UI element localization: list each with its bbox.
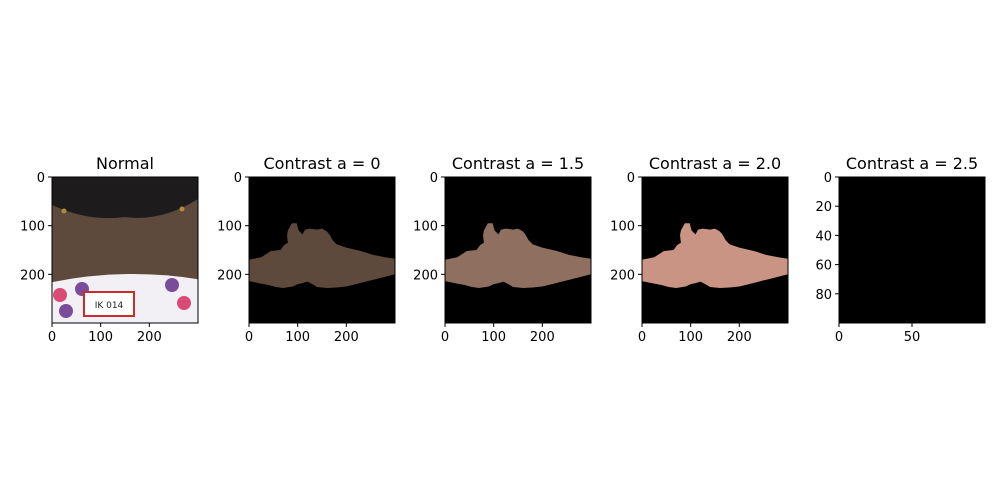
y-tick-label: 0	[824, 171, 832, 186]
subplot-5: Contrast a = 2.5 0 50 0 20 40 60 80	[815, 154, 986, 345]
x-tick-label: 0	[441, 330, 449, 345]
garment-pattern	[165, 278, 179, 292]
segmented-skin	[445, 223, 591, 288]
y-tick-label: 200	[413, 268, 438, 283]
x-tick-label: 0	[638, 330, 646, 345]
x-tick-label: 100	[678, 330, 703, 345]
y-tick-label: 200	[20, 268, 45, 283]
subplot-image	[249, 177, 395, 323]
x-tick-label: 50	[904, 330, 921, 345]
subplot-title: Contrast a = 1.5	[452, 154, 584, 173]
y-tick-label: 0	[430, 171, 438, 186]
garment-tag	[83, 291, 135, 317]
y-tick-label: 0	[37, 171, 45, 186]
garment-pattern	[53, 288, 67, 302]
segmented-skin	[642, 223, 788, 288]
subplot-title: Normal	[96, 154, 154, 173]
y-tick-label: 100	[217, 220, 242, 235]
x-tick-label: 100	[481, 330, 506, 345]
y-tick-label: 200	[610, 268, 635, 283]
garment-pattern	[177, 296, 191, 310]
y-tick-label: 40	[815, 229, 832, 244]
x-tick-label: 0	[835, 330, 843, 345]
subplot-1: Normal IK 014 0 100 200 0 100 200	[20, 154, 199, 345]
y-tick-label: 0	[234, 171, 242, 186]
hair-region	[52, 177, 198, 219]
subplot-image	[642, 177, 788, 323]
subplot-2: Contrast a = 0 0 100 200 0 100 200	[217, 154, 396, 345]
subplot-title: Contrast a = 0	[263, 154, 380, 173]
y-tick-label: 100	[413, 220, 438, 235]
y-tick-label: 0	[627, 171, 635, 186]
x-tick-label: 0	[245, 330, 253, 345]
y-tick-label: 100	[610, 220, 635, 235]
subplot-image: IK 014	[52, 177, 198, 323]
subplot-title: Contrast a = 2.5	[846, 154, 978, 173]
axes-frame	[641, 176, 789, 324]
y-tick-label: 20	[815, 200, 832, 215]
y-tick-label: 60	[815, 259, 832, 274]
axes-frame	[51, 176, 199, 324]
earring	[61, 208, 67, 214]
subplot-image	[839, 177, 985, 323]
subplot-title: Contrast a = 2.0	[649, 154, 781, 173]
x-tick-label: 200	[334, 330, 359, 345]
y-tick-label: 100	[20, 220, 45, 235]
x-tick-label: 100	[285, 330, 310, 345]
x-tick-label: 0	[48, 330, 56, 345]
segmented-skin	[249, 223, 395, 288]
x-tick-label: 200	[727, 330, 752, 345]
subplot-3: Contrast a = 1.5 0 100 200 0 100 200	[413, 154, 592, 345]
earring	[179, 206, 185, 212]
subplot-4: Contrast a = 2.0 0 100 200 0 100 200	[610, 154, 789, 345]
subplot-image	[445, 177, 591, 323]
y-tick-label: 200	[217, 268, 242, 283]
axes-frame	[248, 176, 396, 324]
x-tick-label: 100	[88, 330, 113, 345]
y-tick-label: 80	[815, 288, 832, 303]
x-tick-label: 200	[530, 330, 555, 345]
black-background	[839, 177, 985, 323]
garment-pattern	[59, 304, 73, 318]
x-tick-label: 200	[137, 330, 162, 345]
tag-text: IK 014	[95, 301, 124, 311]
axes-frame	[444, 176, 592, 324]
